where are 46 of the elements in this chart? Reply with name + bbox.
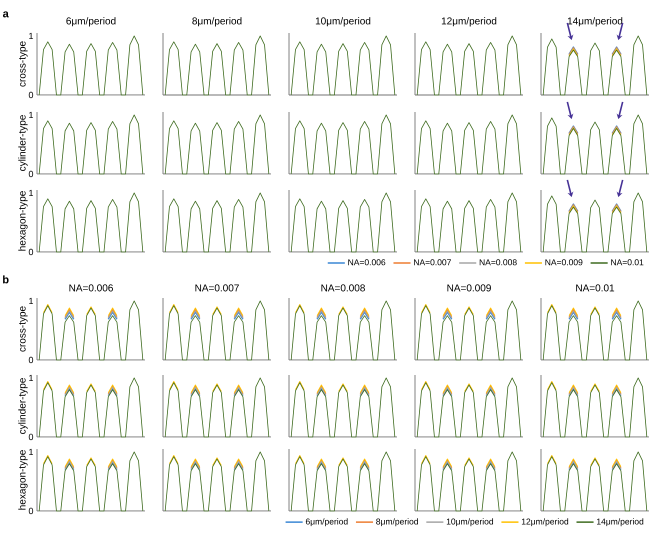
- legend-label: 6μm/period: [306, 518, 348, 526]
- y-tick-label: 1: [29, 32, 34, 40]
- chart-title: 14μm/period: [568, 17, 622, 26]
- legend-label: 8μm/period: [376, 518, 418, 526]
- y-axis-title: cross-type: [19, 306, 28, 352]
- legend-label: NA=0.006: [348, 259, 386, 266]
- line-series: [38, 300, 144, 360]
- y-tick-label: 0: [28, 356, 34, 364]
- text: b: [3, 275, 9, 284]
- chart-title: 10μm/period: [316, 17, 370, 26]
- line-series: [38, 378, 144, 438]
- y-axis-title: hexagon-type: [18, 450, 28, 510]
- y-tick-label: 1: [29, 190, 34, 196]
- y-tick-label: 1: [29, 448, 34, 456]
- chart-title: NA=0.007: [195, 284, 239, 292]
- y-tick-label: 1: [29, 374, 34, 382]
- y-tick-label: 1: [29, 298, 34, 304]
- chart-title: 12μm/period: [442, 17, 496, 26]
- chart-title: NA=0.01: [576, 284, 614, 292]
- legend-label: NA=0.01: [611, 259, 644, 266]
- legend-label: NA=0.007: [414, 259, 451, 266]
- chart-title: NA=0.009: [447, 284, 491, 292]
- y-tick-label: 0: [28, 508, 34, 514]
- line-series: [38, 36, 144, 96]
- line-series: [38, 452, 144, 512]
- legend-label: NA=0.008: [480, 259, 517, 266]
- text: a: [2, 11, 9, 18]
- y-tick-label: 0: [28, 92, 34, 98]
- chart-title: 6μm/period: [66, 17, 116, 26]
- chart-title: NA=0.006: [69, 284, 113, 292]
- line-series: [38, 114, 144, 174]
- chart-title: NA=0.008: [321, 284, 365, 292]
- legend-label: 14μm/period: [597, 518, 644, 526]
- line-series: [38, 192, 144, 252]
- y-axis-title: cylinder-type: [18, 115, 28, 171]
- y-tick-label: 0: [28, 248, 34, 256]
- legend-label: NA=0.009: [545, 259, 582, 266]
- y-axis-title: cross-type: [19, 41, 28, 87]
- chart-title: 8μm/period: [192, 17, 242, 26]
- y-tick-label: 1: [29, 112, 34, 118]
- y-axis-title: hexagon-type: [18, 191, 28, 251]
- y-tick-label: 0: [28, 170, 34, 178]
- legend-label: 12μm/period: [522, 518, 568, 526]
- legend-label: 10μm/period: [446, 518, 494, 526]
- y-tick-label: 0: [28, 434, 34, 440]
- y-axis-title: cylinder-type: [18, 378, 28, 434]
